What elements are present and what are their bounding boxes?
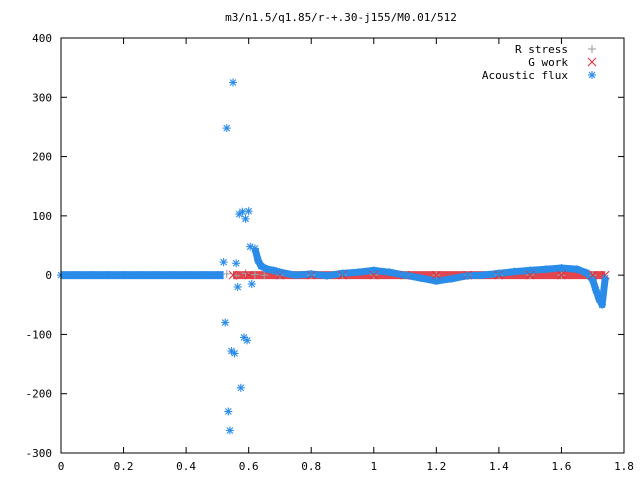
acoustic-flux-point bbox=[601, 274, 610, 283]
acoustic-flux-point bbox=[510, 267, 519, 276]
x-tick-label: 1.8 bbox=[614, 460, 634, 473]
acoustic-flux-point bbox=[244, 207, 253, 216]
y-tick-label: -200 bbox=[26, 388, 53, 401]
r-stress-point bbox=[241, 269, 250, 278]
acoustic-flux-point bbox=[241, 214, 250, 223]
x-axis: 0 0.2 0.4 0.6 0.8 1 1.2 1.4 1.6 1.8 bbox=[58, 38, 634, 473]
legend-acoustic-flux: Acoustic flux bbox=[482, 69, 596, 82]
acoustic-flux-point bbox=[219, 258, 228, 267]
acoustic-flux-point bbox=[591, 285, 600, 294]
acoustic-flux-point bbox=[369, 266, 378, 275]
acoustic-flux-point bbox=[557, 264, 566, 273]
acoustic-flux-point bbox=[588, 275, 597, 284]
acoustic-flux-point bbox=[494, 269, 503, 278]
acoustic-flux-point bbox=[135, 271, 144, 280]
legend-marker bbox=[588, 71, 596, 79]
x-tick-label: 0.6 bbox=[239, 460, 259, 473]
legend-label: Acoustic flux bbox=[482, 69, 568, 82]
x-tick-label: 0.2 bbox=[114, 460, 134, 473]
acoustic-flux-point bbox=[307, 269, 316, 278]
acoustic-flux-point bbox=[254, 256, 263, 265]
acoustic-flux-point bbox=[338, 269, 347, 278]
x-tick-label: 0.8 bbox=[301, 460, 321, 473]
r-stress-point bbox=[250, 270, 259, 279]
acoustic-flux-point bbox=[230, 349, 239, 358]
acoustic-flux-point bbox=[598, 300, 607, 309]
acoustic-flux-point bbox=[182, 271, 191, 280]
acoustic-flux-point bbox=[479, 271, 488, 280]
acoustic-flux-point bbox=[354, 268, 363, 277]
y-tick-label: -300 bbox=[26, 447, 53, 460]
plot-frame bbox=[60, 37, 625, 454]
acoustic-flux-point bbox=[119, 271, 128, 280]
acoustic-flux-point bbox=[166, 271, 175, 280]
acoustic-flux-point bbox=[247, 280, 256, 289]
legend-marker bbox=[588, 45, 596, 53]
acoustic-flux-point bbox=[526, 266, 535, 275]
acoustic-flux-point bbox=[291, 271, 300, 280]
y-tick-label: 400 bbox=[32, 32, 52, 45]
legend-r-stress: R stress bbox=[515, 43, 596, 56]
acoustic-flux-point bbox=[401, 271, 410, 280]
acoustic-flux-point bbox=[224, 407, 233, 416]
acoustic-flux-point bbox=[222, 124, 231, 133]
acoustic-flux-point bbox=[236, 383, 245, 392]
y-tick-label: 300 bbox=[32, 91, 52, 104]
acoustic-flux-point bbox=[243, 336, 252, 345]
acoustic-flux-point bbox=[432, 277, 441, 286]
acoustic-flux-point bbox=[573, 265, 582, 274]
acoustic-flux-point bbox=[150, 271, 159, 280]
y-tick-label: 0 bbox=[45, 269, 52, 282]
acoustic-flux-point bbox=[447, 274, 456, 283]
acoustic-flux-point bbox=[257, 262, 266, 271]
acoustic-flux-point bbox=[385, 268, 394, 277]
x-tick-label: 1.6 bbox=[552, 460, 572, 473]
y-axis: 400 300 200 100 0 -100 -200 -300 bbox=[26, 32, 624, 460]
x-tick-label: 1 bbox=[370, 460, 377, 473]
plot-area bbox=[57, 78, 610, 435]
r-stress-point bbox=[260, 271, 269, 280]
chart-title: m3/n1.5/q1.85/r-+.30-j155/M0.01/512 bbox=[225, 11, 457, 24]
acoustic-flux-point bbox=[263, 265, 272, 274]
acoustic-flux-point bbox=[72, 271, 81, 280]
acoustic-flux-point bbox=[463, 271, 472, 280]
x-tick-label: 1.2 bbox=[426, 460, 446, 473]
g-work-point bbox=[228, 270, 238, 280]
acoustic-flux-point bbox=[213, 271, 222, 280]
x-tick-label: 1.4 bbox=[489, 460, 509, 473]
acoustic-flux-point bbox=[88, 271, 97, 280]
y-tick-label: -100 bbox=[26, 328, 53, 341]
acoustic-flux-point bbox=[238, 207, 247, 216]
acoustic-flux-point bbox=[250, 244, 259, 253]
y-tick-label: 100 bbox=[32, 210, 52, 223]
legend-label: G work bbox=[528, 56, 568, 69]
g-work-point bbox=[244, 270, 254, 280]
acoustic-flux-point bbox=[103, 271, 112, 280]
acoustic-flux-point bbox=[541, 265, 550, 274]
acoustic-flux-point bbox=[269, 266, 278, 275]
acoustic-flux-point bbox=[221, 318, 230, 327]
acoustic-flux-point bbox=[197, 271, 206, 280]
acoustic-flux-point bbox=[225, 426, 234, 435]
r-stress-point bbox=[222, 269, 231, 278]
acoustic-flux-point bbox=[322, 271, 331, 280]
acoustic-flux-point bbox=[594, 294, 603, 303]
acoustic-flux-point bbox=[232, 259, 241, 268]
acoustic-flux-point bbox=[582, 268, 591, 277]
legend-g-work: G work bbox=[528, 56, 597, 69]
g-work-point bbox=[557, 270, 566, 280]
x-tick-label: 0.4 bbox=[176, 460, 196, 473]
acoustic-flux-point bbox=[229, 78, 238, 87]
legend-marker bbox=[587, 57, 597, 67]
acoustic-flux-point bbox=[233, 283, 242, 291]
acoustic-flux-point bbox=[416, 274, 425, 283]
y-tick-label: 200 bbox=[32, 151, 52, 164]
legend-label: R stress bbox=[515, 43, 568, 56]
acoustic-flux-point bbox=[275, 268, 284, 277]
x-tick-label: 0 bbox=[58, 460, 65, 473]
